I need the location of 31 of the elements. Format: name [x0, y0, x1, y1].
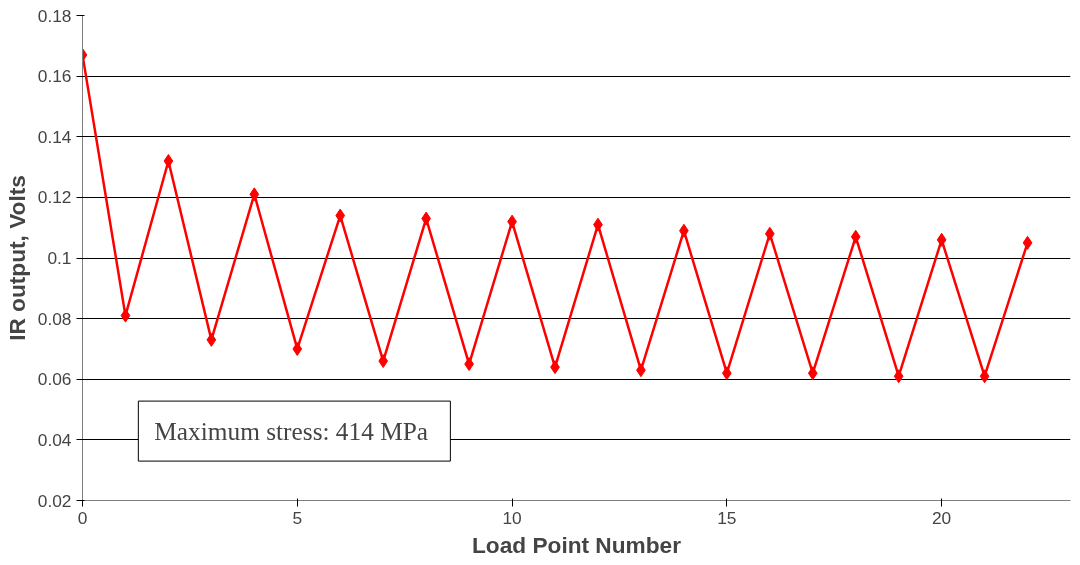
point [979, 369, 990, 384]
y-tick-label: 0.06 [37, 369, 72, 390]
x-axis-title: Load Point Number [472, 531, 682, 558]
point [1022, 235, 1033, 250]
point [936, 232, 947, 247]
point [163, 154, 174, 168]
y-tick-label: 0.04 [37, 429, 72, 450]
point [120, 308, 131, 323]
x-tick-label: 20 [931, 507, 952, 528]
x-tick-label: 5 [292, 507, 303, 528]
point [249, 187, 260, 202]
point [893, 369, 904, 384]
point [206, 332, 217, 347]
x-tick-label: 15 [717, 507, 737, 528]
y-axis-title: IR output, Volts [3, 175, 30, 341]
point [807, 366, 818, 381]
y-tick-label: 0.16 [37, 66, 72, 87]
point [378, 354, 389, 369]
point [335, 208, 346, 223]
point [850, 229, 861, 244]
x-tick-label: 10 [502, 507, 522, 528]
y-tick-label: 0.1 [47, 248, 72, 268]
y-tick-label: 0.14 [37, 126, 72, 147]
y-tick-label: 0.18 [37, 5, 72, 26]
y-tick-label: 0.02 [37, 490, 72, 511]
point [764, 226, 775, 241]
y-tick-label: 0.08 [37, 308, 72, 329]
point [292, 341, 303, 356]
y-tick-label: 0.12 [37, 187, 72, 208]
x-tick-label: 0 [77, 507, 88, 528]
annotation: Maximum stress: 414 MPa [154, 417, 429, 446]
